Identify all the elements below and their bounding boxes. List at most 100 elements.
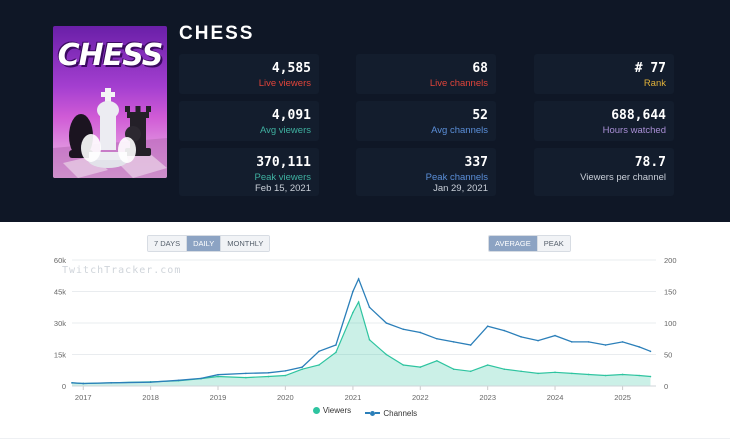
range-toggle: 7 DAYS DAILY MONTHLY [147, 235, 271, 252]
viewers-point [452, 368, 455, 370]
x-tick-label: 2020 [277, 393, 294, 402]
channels-point [649, 350, 652, 353]
stat-card-viewers-per-channel: 78.7 Viewers per channel [534, 148, 674, 196]
viewers-channels-chart[interactable]: 0 15k 30k 45k 60k 0 50 100 150 200 2017 2018 2019 202… [0, 252, 730, 412]
channels-point [110, 382, 112, 384]
y-right-tick-label: 0 [664, 382, 668, 391]
avg-channels-label: Avg channels [431, 125, 488, 136]
y-left-tick-label: 60k [54, 256, 66, 265]
chess-pieces-illustration [53, 88, 167, 178]
viewers-point [587, 373, 590, 376]
viewers-point [520, 370, 522, 373]
chart-legend: Viewers Channels [0, 406, 730, 418]
viewers-point [267, 375, 270, 378]
channels-point [503, 329, 506, 332]
game-cover-art[interactable]: CHESS [53, 26, 167, 178]
channels-point [149, 381, 152, 384]
channels-point [385, 322, 388, 324]
x-tick-label: 2017 [75, 393, 92, 402]
channels-point [604, 344, 607, 346]
range-7-days-button[interactable]: 7 DAYS [148, 236, 188, 251]
channels-point [452, 341, 455, 343]
channels-point [200, 377, 202, 380]
mode-peak-button[interactable]: PEAK [537, 236, 570, 251]
channels-point [368, 306, 371, 309]
avg-viewers-value: 4,091 [271, 108, 311, 123]
range-monthly-button[interactable]: MONTHLY [221, 236, 270, 251]
hours-watched-label: Hours watched [602, 125, 666, 136]
channels-point [571, 341, 573, 343]
chart-svg: 0 15k 30k 45k 60k 0 50 100 150 200 2017 2018 2019 202… [54, 256, 677, 402]
legend-item-channels[interactable]: Channels [365, 409, 417, 418]
viewers-point [301, 368, 303, 370]
avg-viewers-label: Avg viewers [259, 125, 311, 136]
channels-point [71, 382, 73, 384]
peak-channels-date: Jan 29, 2021 [433, 183, 488, 194]
mode-toggle: AVERAGE PEAK [488, 235, 571, 252]
x-tick-label: 2023 [479, 393, 496, 402]
viewers-point [335, 351, 337, 354]
viewers-point [554, 371, 556, 374]
viewers-point [385, 353, 388, 356]
game-title[interactable]: CHESS [179, 23, 255, 44]
viewers-point [537, 372, 539, 375]
channels-point [638, 346, 641, 348]
viewers-point [217, 375, 219, 378]
channels-point [537, 339, 539, 342]
range-daily-button[interactable]: DAILY [187, 236, 222, 251]
stat-card-live-viewers: 4,585 Live viewers [179, 54, 319, 94]
viewers-point [357, 301, 360, 303]
viewers-point [352, 311, 354, 314]
channels-point [245, 372, 247, 375]
viewers-point [318, 364, 320, 366]
peak-channels-value: 337 [464, 155, 488, 170]
channels-point [335, 344, 337, 346]
peak-viewers-date: Feb 15, 2021 [255, 183, 311, 194]
channels-point [554, 334, 556, 337]
watermark-text: TwitchTracker.com [62, 265, 182, 276]
viewers-point [419, 366, 422, 368]
stat-card-avg-channels: 52 Avg channels [356, 101, 496, 141]
channels-point [587, 341, 590, 343]
x-tick-label: 2024 [547, 393, 564, 402]
channels-point [301, 366, 303, 368]
viewers-point [469, 370, 472, 373]
channels-point [352, 290, 354, 293]
avg-channels-value: 52 [472, 108, 488, 123]
channels-point [469, 344, 472, 346]
y-right-tick-label: 200 [664, 256, 677, 265]
x-tick-label: 2021 [345, 393, 362, 402]
legend-channels-label: Channels [383, 408, 418, 418]
peak-channels-label: Peak channels [425, 172, 488, 183]
peak-viewers-label: Peak viewers [254, 172, 312, 183]
channels-legend-marker [365, 410, 381, 416]
y-left-tick-label: 45k [54, 288, 66, 297]
live-channels-value: 68 [472, 61, 488, 76]
viewers-per-channel-label: Viewers per channel [580, 172, 666, 183]
x-tick-label: 2022 [412, 393, 429, 402]
viewers-point [649, 375, 652, 378]
divider [0, 438, 730, 439]
legend-viewers-label: Viewers [322, 406, 352, 415]
stat-card-peak-channels: 337 Peak channels Jan 29, 2021 [356, 148, 496, 196]
cover-title-text: CHESS [57, 38, 164, 73]
live-channels-label: Live channels [429, 78, 488, 89]
channels-point [217, 373, 219, 376]
channels-point [621, 341, 624, 343]
channels-point [520, 336, 522, 338]
viewers-point [571, 372, 573, 375]
stat-card-avg-viewers: 4,091 Avg viewers [179, 101, 319, 141]
rank-label: Rank [643, 78, 666, 89]
mode-average-button[interactable]: AVERAGE [489, 236, 538, 251]
channels-point [177, 379, 180, 382]
channels-point [486, 325, 489, 327]
stat-card-peak-viewers: 370,111 Peak viewers Feb 15, 2021 [179, 148, 319, 196]
viewers-point [486, 364, 489, 366]
legend-item-viewers[interactable]: Viewers [312, 406, 352, 415]
x-tick-label: 2019 [210, 393, 227, 402]
viewers-point [402, 364, 405, 366]
channels-point [318, 350, 320, 353]
peak-viewers-value: 370,111 [256, 155, 311, 170]
y-left-tick-label: 15k [54, 351, 66, 360]
viewers-point [604, 374, 607, 377]
